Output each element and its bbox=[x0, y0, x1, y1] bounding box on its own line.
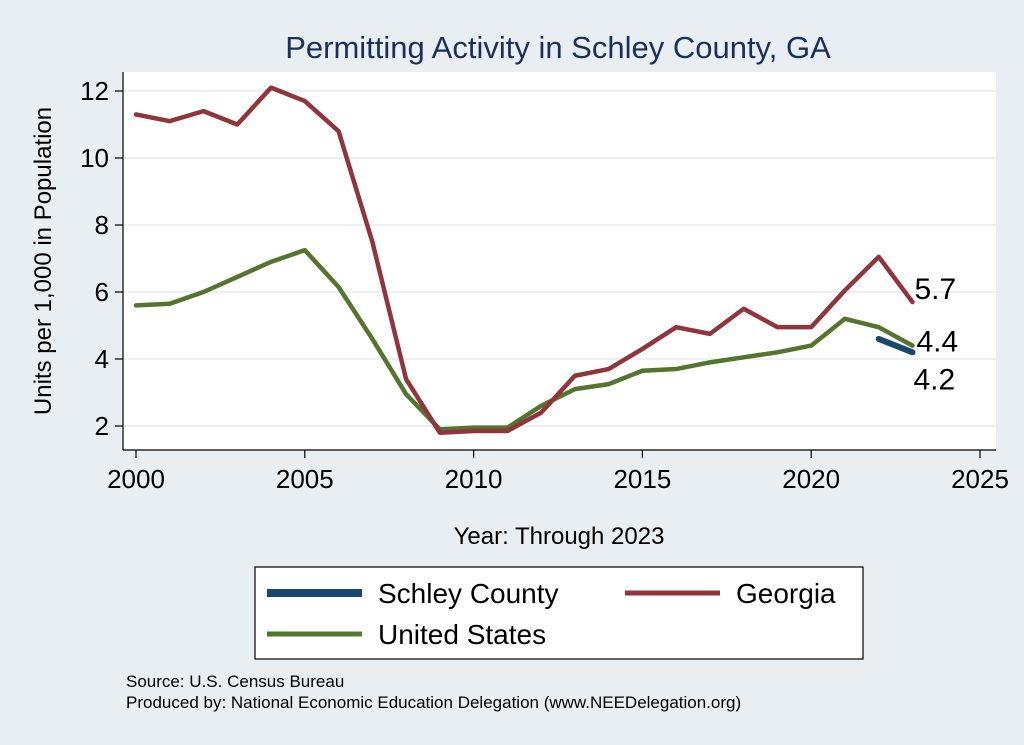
y-tick-label: 2 bbox=[95, 411, 109, 441]
end-labels: 4.2 5.7 4.4 bbox=[913, 273, 958, 396]
legend-box bbox=[254, 566, 864, 660]
series-line-georgia bbox=[133, 85, 915, 435]
legend: Schley County Georgia United States bbox=[267, 578, 836, 650]
series-line-united-states bbox=[133, 247, 915, 432]
x-axis-title: Year: Through 2023 bbox=[454, 523, 665, 550]
y-tick-label: 6 bbox=[95, 277, 109, 307]
x-tick-label: 2010 bbox=[445, 464, 503, 494]
y-axis-title: Units per 1,000 in Population bbox=[30, 107, 57, 415]
y-tick-label: 8 bbox=[95, 210, 109, 240]
axis-ticks: 2 4 6 8 10 12 2000 2005 2010 2015 2020 2025 bbox=[80, 76, 1009, 494]
y-tick-label: 10 bbox=[80, 143, 109, 173]
end-value-label: 5.7 bbox=[914, 273, 956, 306]
legend-label: Schley County bbox=[378, 578, 559, 609]
end-value-label: 4.2 bbox=[913, 363, 955, 396]
end-value-label: 4.4 bbox=[916, 326, 958, 359]
source-note: Source: U.S. Census Bureau bbox=[126, 672, 344, 691]
series-lines bbox=[133, 85, 916, 435]
x-tick-label: 2020 bbox=[782, 464, 840, 494]
x-tick-label: 2005 bbox=[276, 464, 334, 494]
x-tick-label: 2025 bbox=[951, 464, 1009, 494]
legend-label: Georgia bbox=[736, 578, 836, 609]
y-tick-label: 12 bbox=[80, 76, 109, 106]
series-line-schley-county bbox=[875, 335, 916, 356]
x-tick-label: 2015 bbox=[613, 464, 671, 494]
y-tick-label: 4 bbox=[95, 344, 109, 374]
x-tick-label: 2000 bbox=[107, 464, 165, 494]
legend-label: United States bbox=[378, 619, 546, 650]
gridlines bbox=[123, 90, 996, 427]
producer-note: Produced by: National Economic Education… bbox=[126, 693, 741, 712]
chart-title: Permitting Activity in Schley County, GA bbox=[285, 30, 831, 65]
